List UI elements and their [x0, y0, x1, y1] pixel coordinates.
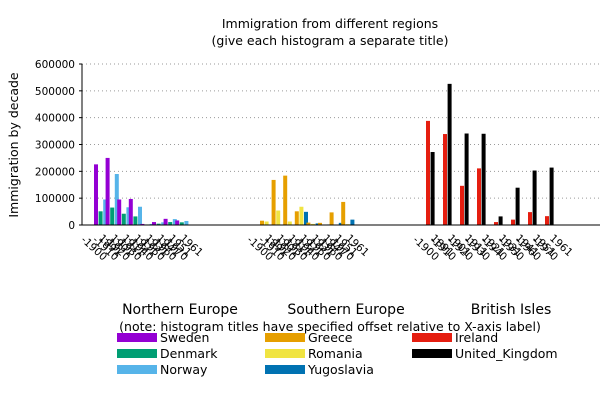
- x-axis: 1891-19001901-19101911-19201921-19301931…: [78, 224, 575, 268]
- chart-subtitle: (give each histogram a separate title): [212, 33, 449, 48]
- bar-sweden: [128, 198, 133, 225]
- bar-united_kingdom: [447, 83, 452, 225]
- bar-greece: [294, 211, 299, 225]
- legend-swatch: [265, 365, 305, 374]
- bar-denmark: [121, 213, 126, 225]
- bar-greece: [283, 175, 288, 225]
- x-tick-label: 1961-1970: [160, 224, 206, 268]
- legend-swatch: [265, 333, 305, 342]
- legend-label: Denmark: [160, 346, 218, 361]
- bar-romania: [311, 223, 315, 225]
- bars: [94, 83, 554, 225]
- bar-denmark: [156, 223, 161, 225]
- chart-note: (note: histogram titles have specified o…: [119, 319, 541, 334]
- grid: [82, 63, 600, 199]
- bar-ireland: [511, 219, 515, 225]
- bar-greece: [260, 220, 264, 225]
- histogram-titles: Northern Europe Southern Europe British Is…: [122, 302, 551, 318]
- legend-swatch: [412, 349, 452, 358]
- legend-label: United_Kingdom: [455, 346, 558, 361]
- bar-sweden: [140, 223, 145, 225]
- bar-denmark: [168, 222, 173, 225]
- bar-ireland: [545, 216, 549, 225]
- bar-yugoslavia: [304, 211, 308, 225]
- chart-title: Immigration from different regions: [222, 16, 438, 31]
- bar-greece: [329, 212, 334, 225]
- bar-denmark: [110, 207, 115, 225]
- bar-norway: [138, 206, 142, 225]
- bar-sweden: [163, 218, 168, 225]
- bar-united_kingdom: [498, 216, 503, 225]
- bar-romania: [287, 221, 292, 225]
- bar-yugoslavia: [350, 219, 355, 225]
- bar-yugoslavia: [338, 222, 343, 225]
- bar-ireland: [477, 168, 481, 225]
- bar-romania: [264, 221, 269, 225]
- bar-sweden: [175, 220, 180, 225]
- bar-united_kingdom: [464, 133, 469, 225]
- bar-sweden: [117, 199, 122, 225]
- bar-norway: [184, 220, 189, 225]
- legend-swatch: [117, 333, 157, 342]
- x-tick-label: 1961-1970: [529, 224, 575, 268]
- bar-united_kingdom: [481, 133, 486, 225]
- legend-label: Sweden: [160, 330, 209, 345]
- legend-label: Romania: [308, 346, 363, 361]
- bar-norway: [149, 223, 154, 225]
- legend-label: Greece: [308, 330, 353, 345]
- bar-ireland: [494, 222, 498, 225]
- y-tick-label: 200000: [35, 166, 75, 178]
- bar-denmark: [98, 211, 103, 225]
- legend-swatch: [412, 333, 452, 342]
- x-tick-label: 1961-1970: [326, 224, 372, 268]
- bar-denmark: [133, 216, 138, 225]
- bar-norway: [161, 222, 166, 225]
- bar-greece: [271, 179, 276, 225]
- bar-ireland: [426, 120, 430, 225]
- bar-ireland: [528, 212, 532, 225]
- histogram-title: Southern Europe: [287, 302, 404, 318]
- y-axis: 0 100000 200000 300000 400000 500000 600000: [35, 59, 82, 232]
- bar-sweden: [94, 164, 98, 225]
- legend-label: Yugoslavia: [307, 362, 374, 377]
- bar-denmark: [179, 222, 184, 225]
- bar-united_kingdom: [430, 152, 435, 225]
- bar-norway: [126, 207, 131, 225]
- y-tick-label: 100000: [35, 193, 75, 205]
- y-tick-label: 400000: [35, 113, 75, 125]
- bar-greece: [318, 222, 322, 225]
- y-tick-label: 300000: [35, 140, 75, 152]
- legend-swatch: [117, 365, 157, 374]
- bar-norway: [114, 174, 119, 225]
- bar-romania: [276, 210, 281, 225]
- bar-united_kingdom: [532, 170, 537, 225]
- bar-sweden: [105, 157, 110, 225]
- y-tick-label: 500000: [35, 86, 75, 98]
- y-axis-label: Immigration by decade: [6, 72, 21, 218]
- legend-label: Norway: [160, 362, 208, 377]
- bar-ireland: [460, 185, 464, 225]
- bar-yugoslavia: [315, 223, 320, 225]
- y-tick-label: 600000: [35, 59, 75, 71]
- bar-united_kingdom: [515, 187, 520, 225]
- histogram-title: British Isles: [471, 302, 551, 318]
- bar-greece: [341, 201, 346, 225]
- legend-swatch: [265, 349, 305, 358]
- bar-ireland: [443, 134, 447, 225]
- bar-norway: [172, 219, 177, 225]
- legend-label: Ireland: [455, 330, 498, 345]
- bar-romania: [299, 206, 304, 225]
- bar-greece: [306, 222, 311, 225]
- y-tick-label: 0: [68, 220, 75, 232]
- bar-sweden: [152, 222, 156, 225]
- bar-norway: [103, 199, 108, 225]
- bar-united_kingdom: [549, 167, 554, 225]
- histogram-title: Northern Europe: [122, 302, 238, 318]
- legend-swatch: [117, 349, 157, 358]
